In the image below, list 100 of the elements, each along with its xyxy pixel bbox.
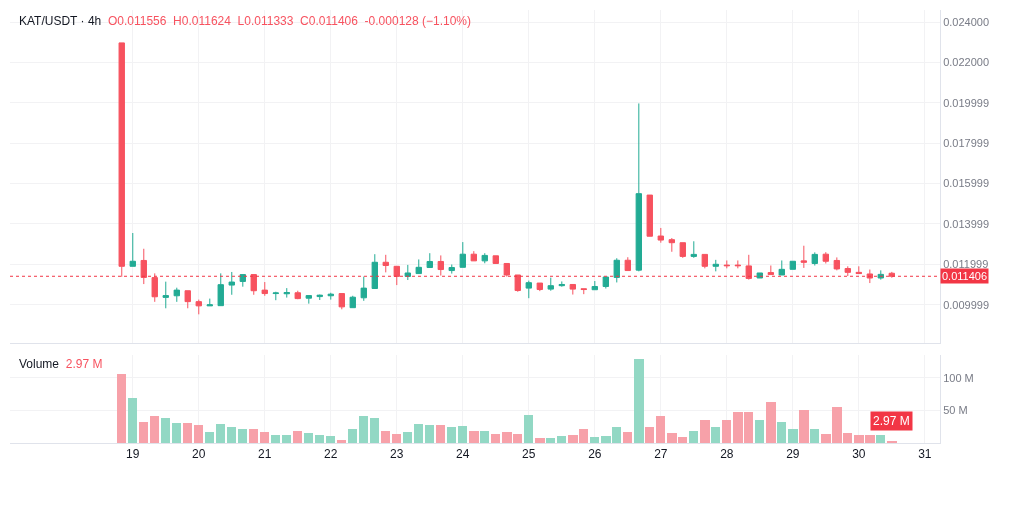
bar — [359, 416, 369, 443]
bar — [634, 358, 644, 443]
candlestick — [470, 250, 477, 262]
candlestick — [448, 263, 455, 275]
candlestick — [349, 295, 356, 309]
candlestick — [514, 274, 521, 293]
candlestick — [668, 237, 676, 253]
annotation: C0.011406 — [300, 14, 359, 28]
x-tick-label: 20 — [192, 447, 206, 462]
candlestick — [294, 290, 301, 300]
chart-title: KAT/USDT · 4h — [19, 14, 102, 28]
bar — [304, 432, 314, 443]
candlestick — [338, 293, 345, 310]
candlestick — [261, 281, 268, 297]
x-tick-label: 26 — [588, 447, 602, 462]
bar — [645, 426, 655, 443]
bar — [205, 431, 215, 443]
bar — [689, 431, 699, 443]
candlestick — [250, 274, 257, 296]
candlestick — [569, 283, 576, 296]
candlestick — [877, 269, 884, 281]
candlestick — [239, 274, 246, 288]
bar — [546, 438, 556, 443]
bar — [755, 420, 765, 443]
candlestick — [481, 252, 488, 264]
candlestick — [723, 259, 730, 269]
candlestick — [580, 288, 587, 295]
candlestick — [129, 232, 136, 267]
candlestick — [679, 242, 686, 259]
bar — [249, 429, 259, 443]
bar — [315, 434, 325, 443]
candlestick — [173, 287, 180, 303]
x-tick-label: 27 — [654, 447, 668, 462]
bar — [117, 373, 127, 443]
candlestick — [426, 252, 433, 269]
bar — [403, 431, 413, 443]
y-tick-label: 0.019999 — [943, 96, 990, 109]
candlestick — [536, 282, 543, 292]
annotation: L0.011333 — [237, 14, 294, 28]
y-tick-label: 0.013999 — [943, 217, 990, 230]
candlestick — [635, 102, 643, 272]
y-tick-label: 0.022000 — [943, 56, 990, 69]
bar — [139, 422, 149, 443]
bar — [788, 428, 798, 443]
y-tick-label: 0.011999 — [943, 258, 989, 271]
bar — [810, 428, 820, 443]
bar — [458, 426, 468, 443]
x-tick-label: 31 — [918, 447, 932, 462]
bar — [370, 418, 380, 443]
bar — [799, 410, 809, 443]
candlestick — [800, 245, 808, 269]
candlestick — [822, 251, 829, 264]
candlestick — [789, 260, 796, 270]
candlestick — [206, 298, 213, 307]
y-tick-label: 100 M — [943, 371, 974, 384]
candlestick — [855, 265, 862, 275]
bar — [447, 426, 457, 443]
bar — [480, 431, 490, 443]
bar — [590, 437, 600, 443]
bar — [293, 430, 303, 443]
candlestick — [734, 259, 742, 269]
bar — [557, 436, 567, 443]
candlestick — [591, 280, 598, 291]
candlestick — [415, 258, 422, 275]
y-tick-label: 0.024000 — [943, 15, 990, 28]
candlestick — [393, 265, 400, 286]
ref-line-label: 0.011406 — [942, 270, 988, 282]
bar — [777, 422, 787, 443]
candlestick — [503, 262, 510, 278]
x-tick-label: 22 — [324, 447, 338, 462]
candlestick — [866, 269, 874, 284]
x-tick-label: 21 — [258, 447, 272, 462]
candlestick — [547, 277, 554, 292]
candlestick — [140, 248, 147, 285]
bar — [172, 423, 182, 443]
candlestick — [404, 264, 411, 281]
candlestick — [833, 256, 841, 271]
x-tick-label: 24 — [456, 447, 470, 462]
bar — [623, 431, 633, 443]
bar — [238, 429, 248, 443]
bar — [469, 431, 479, 443]
candlestick — [327, 292, 334, 301]
candlestick — [745, 254, 752, 281]
candlestick — [602, 276, 609, 290]
y-tick-label: 0.015999 — [943, 177, 990, 190]
candlestick — [767, 265, 775, 276]
bar — [392, 433, 402, 443]
bar — [282, 434, 292, 443]
candlestick — [888, 271, 895, 279]
bar — [216, 424, 226, 443]
candlestick — [184, 290, 191, 309]
bar — [436, 425, 446, 443]
x-tick-label: 23 — [390, 447, 404, 462]
bar — [491, 433, 501, 443]
candlestick — [844, 265, 851, 277]
bar — [711, 426, 721, 443]
bar — [656, 415, 666, 443]
bar — [766, 401, 776, 443]
candlestick — [151, 272, 158, 303]
candlestick — [657, 227, 664, 244]
